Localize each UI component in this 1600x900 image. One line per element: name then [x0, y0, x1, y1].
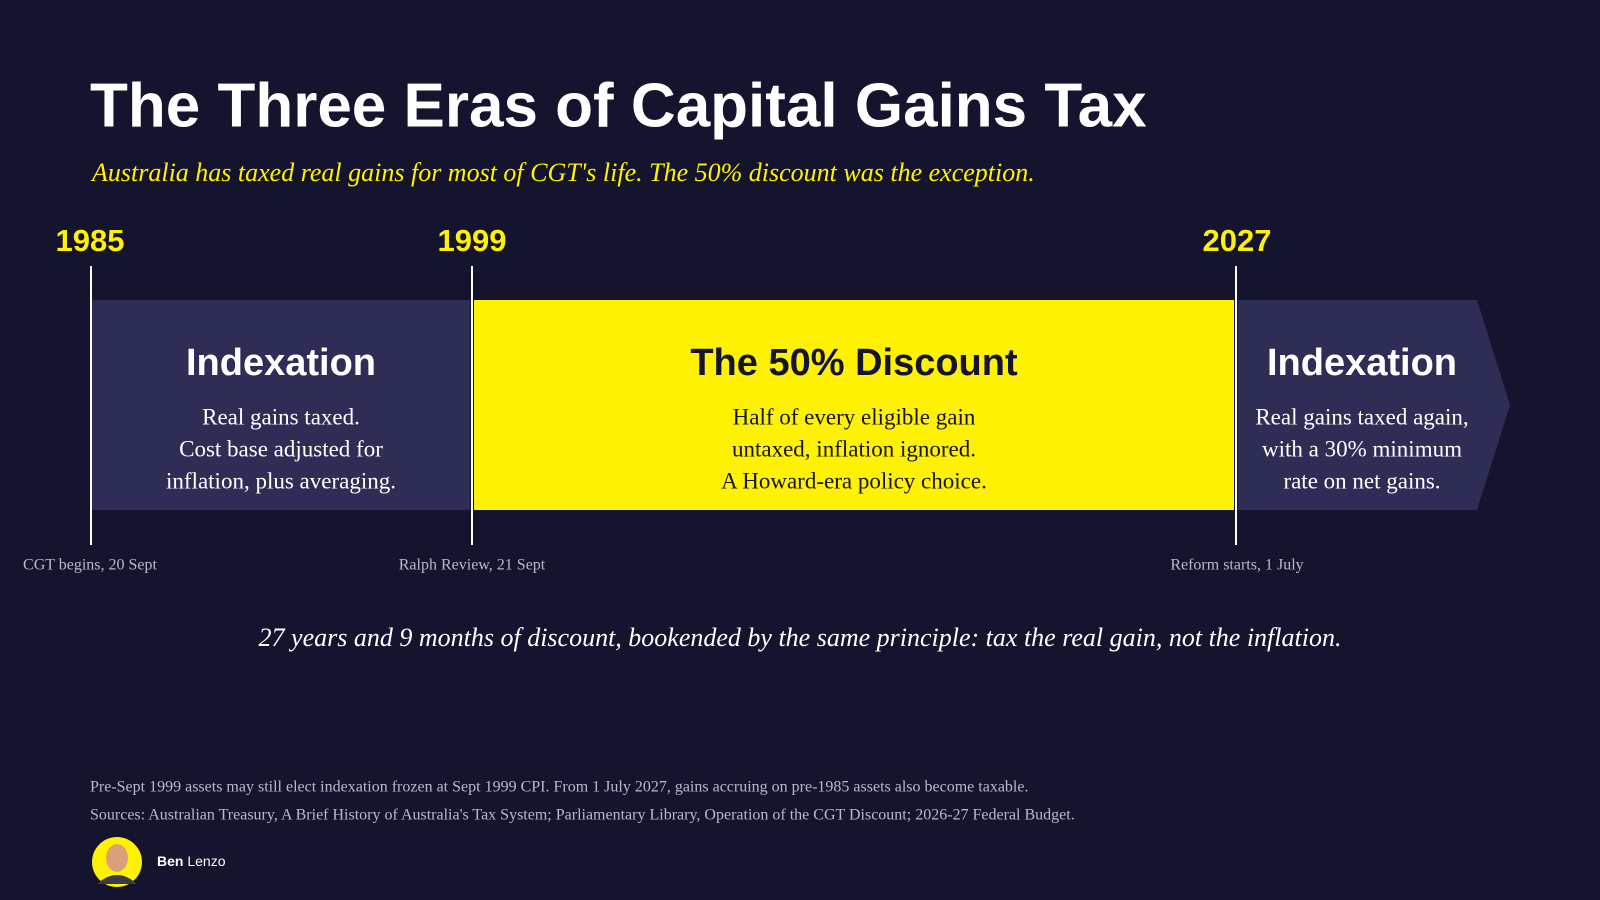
era-arrow: [1238, 300, 1510, 510]
era-text: inflation, plus averaging.: [166, 468, 396, 493]
marker-year: 1999: [438, 223, 507, 258]
footnote: Sources: Australian Treasury, A Brief Hi…: [90, 807, 1075, 824]
era-text: untaxed, inflation ignored.: [732, 436, 976, 461]
era-text: Real gains taxed.: [202, 404, 360, 429]
summary: 27 years and 9 months of discount, booke…: [259, 623, 1342, 652]
era-text: Half of every eligible gain: [733, 404, 976, 429]
era-text: with a 30% minimum: [1262, 436, 1462, 461]
era-text: Real gains taxed again,: [1255, 404, 1468, 429]
era-title: The 50% Discount: [690, 342, 1018, 384]
era-text: rate on net gains.: [1283, 468, 1440, 493]
author-name: Ben Lenzo: [157, 853, 226, 869]
author-first: Ben: [157, 853, 183, 869]
author-last: Lenzo: [187, 853, 225, 869]
title: The Three Eras of Capital Gains Tax: [90, 71, 1147, 140]
era-text: Cost base adjusted for: [179, 436, 383, 461]
marker-label: CGT begins, 20 Sept: [23, 557, 157, 574]
era-title: Indexation: [1267, 342, 1457, 384]
marker-year: 2027: [1203, 223, 1272, 258]
era-text: A Howard-era policy choice.: [721, 468, 987, 493]
marker-label: Reform starts, 1 July: [1170, 557, 1303, 574]
era-band: [474, 300, 1234, 510]
era-band: [92, 300, 470, 510]
marker-year: 1985: [56, 223, 125, 258]
footnote: Pre-Sept 1999 assets may still elect ind…: [90, 779, 1028, 796]
avatar: [92, 837, 142, 887]
marker-label: Ralph Review, 21 Sept: [399, 557, 546, 574]
subtitle: Australia has taxed real gains for most …: [90, 158, 1035, 187]
era-title: Indexation: [186, 342, 376, 384]
